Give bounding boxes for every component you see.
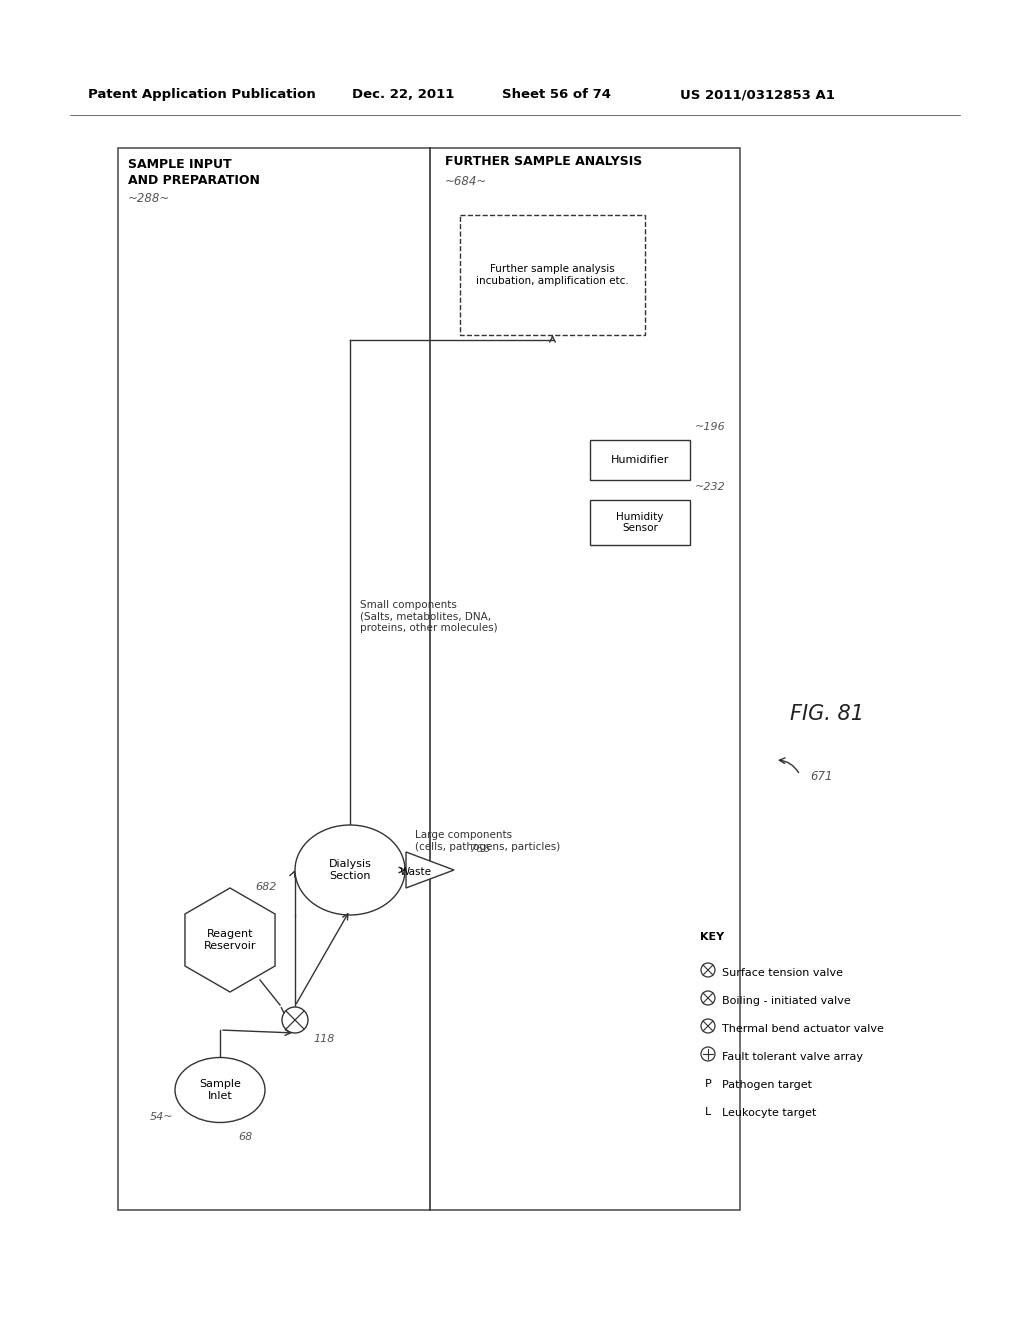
Text: Further sample analysis
incubation, amplification etc.: Further sample analysis incubation, ampl… — [476, 264, 629, 286]
Text: AND PREPARATION: AND PREPARATION — [128, 174, 260, 187]
Text: 671: 671 — [810, 770, 833, 783]
Text: ~288~: ~288~ — [128, 191, 170, 205]
Circle shape — [701, 1047, 715, 1061]
Text: ~232: ~232 — [695, 482, 726, 492]
Text: ~196: ~196 — [695, 422, 726, 432]
Text: Humidity
Sensor: Humidity Sensor — [616, 512, 664, 533]
Text: 682: 682 — [255, 882, 276, 892]
FancyBboxPatch shape — [590, 500, 690, 545]
Circle shape — [701, 991, 715, 1005]
Text: 766: 766 — [470, 843, 492, 854]
Text: Dialysis
Section: Dialysis Section — [329, 859, 372, 880]
Text: Reagent
Reservoir: Reagent Reservoir — [204, 929, 256, 950]
Circle shape — [701, 1019, 715, 1034]
Text: 54~: 54~ — [150, 1111, 174, 1122]
Circle shape — [282, 1007, 308, 1034]
Text: FURTHER SAMPLE ANALYSIS: FURTHER SAMPLE ANALYSIS — [445, 154, 642, 168]
Text: FIG. 81: FIG. 81 — [790, 704, 864, 723]
Text: 118: 118 — [313, 1034, 335, 1044]
Text: Sheet 56 of 74: Sheet 56 of 74 — [502, 88, 611, 102]
Text: L: L — [705, 1107, 711, 1117]
FancyBboxPatch shape — [118, 148, 740, 1210]
Text: Waste: Waste — [400, 867, 432, 876]
Circle shape — [701, 964, 715, 977]
Text: US 2011/0312853 A1: US 2011/0312853 A1 — [680, 88, 835, 102]
Text: Small components
(Salts, metabolites, DNA,
proteins, other molecules): Small components (Salts, metabolites, DN… — [360, 601, 498, 634]
Text: Boiling - initiated valve: Boiling - initiated valve — [722, 997, 851, 1006]
Text: Dec. 22, 2011: Dec. 22, 2011 — [352, 88, 455, 102]
Polygon shape — [185, 888, 275, 993]
FancyBboxPatch shape — [460, 215, 645, 335]
Text: Leukocyte target: Leukocyte target — [722, 1107, 816, 1118]
Text: ~684~: ~684~ — [445, 176, 487, 187]
Polygon shape — [406, 851, 454, 888]
Text: Humidifier: Humidifier — [610, 455, 670, 465]
Text: P: P — [705, 1078, 712, 1089]
Text: Large components
(cells, pathogens, particles): Large components (cells, pathogens, part… — [415, 830, 560, 851]
Text: Pathogen target: Pathogen target — [722, 1080, 812, 1090]
Ellipse shape — [175, 1057, 265, 1122]
Text: Patent Application Publication: Patent Application Publication — [88, 88, 315, 102]
Text: KEY: KEY — [700, 932, 724, 942]
Text: SAMPLE INPUT: SAMPLE INPUT — [128, 158, 231, 172]
Text: Thermal bend actuator valve: Thermal bend actuator valve — [722, 1024, 884, 1034]
Text: Surface tension valve: Surface tension valve — [722, 968, 843, 978]
FancyBboxPatch shape — [590, 440, 690, 480]
Ellipse shape — [295, 825, 406, 915]
Text: Sample
Inlet: Sample Inlet — [199, 1080, 241, 1101]
Text: 68: 68 — [238, 1133, 252, 1142]
Text: Fault tolerant valve array: Fault tolerant valve array — [722, 1052, 863, 1063]
